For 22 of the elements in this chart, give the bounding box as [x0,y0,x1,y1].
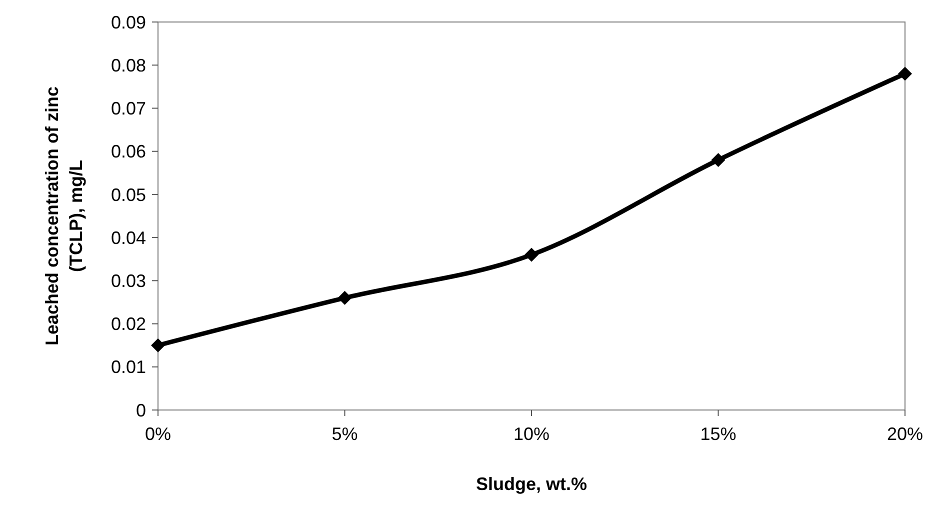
x-tick-label: 0% [144,424,172,444]
y-tick-label: 0.08 [110,55,146,76]
x-axis-title: Sludge, wt.% [476,474,588,494]
y-tick-label: 0.06 [110,142,146,162]
y-tick-label: 0 [136,400,146,420]
x-tick-label: 10% [513,424,550,444]
y-tick-label: 0.09 [110,12,146,32]
y-tick-label: 0.04 [110,228,146,248]
y-tick-label: 0.05 [110,184,146,205]
y-tick-label: 0.03 [110,270,146,291]
x-tick-label: 15% [700,424,736,444]
point [898,66,912,81]
point [524,248,538,262]
x-tick-label: 5% [332,424,358,444]
y-tick-label: 0.07 [110,98,146,119]
y-tick-label: 0.01 [110,357,146,378]
point [711,152,726,167]
point [338,290,352,305]
point [151,338,165,352]
y-axis-title: Leached concentration of zinc (TCLP), mg/L [42,86,86,346]
y-tick-label: 0.02 [110,314,146,334]
x-tick-label: 20% [886,424,924,444]
